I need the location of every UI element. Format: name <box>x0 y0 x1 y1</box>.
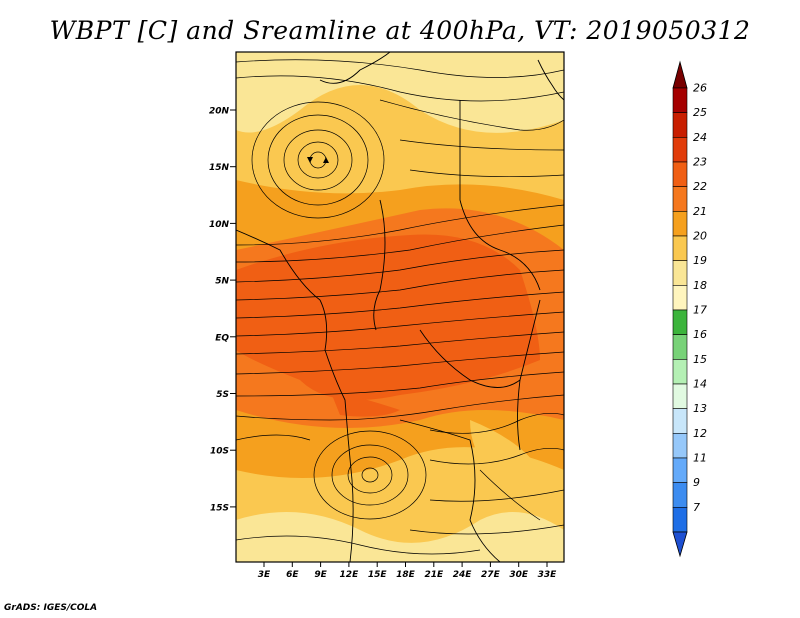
latitude-axis: 20N 15N 10N 5N EQ 5S 10S 15S <box>209 107 236 513</box>
colorbar-label: 9 <box>693 476 700 489</box>
colorbar-label: 23 <box>693 156 707 169</box>
colorbar-label: 17 <box>693 304 707 317</box>
lon-tick-label: 3E <box>258 570 271 580</box>
colorbar-label: 26 <box>693 82 707 95</box>
colorbar-swatch <box>672 186 688 212</box>
lon-tick-label: 33E <box>538 570 558 580</box>
chart-title: WBPT [C] and Sreamline at 400hPa, VT: 20… <box>49 16 751 45</box>
lon-tick-label: 30E <box>509 570 529 580</box>
colorbar-label: 25 <box>693 106 707 119</box>
colorbar-swatch <box>672 137 688 163</box>
colorbar-swatch <box>672 235 688 261</box>
lon-tick-label: 12E <box>340 570 360 580</box>
lon-tick-label: 21E <box>424 570 444 580</box>
colorbar-swatch <box>672 87 688 113</box>
colorbar-swatch <box>672 161 688 187</box>
colorbar-swatch <box>672 482 688 508</box>
lon-tick-label: 9E <box>314 570 327 580</box>
colorbar-swatch <box>672 433 688 459</box>
colorbar-swatch <box>672 383 688 409</box>
lat-tick-label: 15S <box>210 503 229 513</box>
colorbar-swatch <box>672 285 688 311</box>
colorbar-swatch <box>672 260 688 286</box>
colorbar-label: 20 <box>693 230 707 243</box>
colorbar-swatch <box>672 507 688 533</box>
colorbar-bottom-arrow <box>672 531 688 558</box>
lat-tick-label: 5N <box>215 277 229 287</box>
colorbar-label: 22 <box>693 180 707 193</box>
colorbar-swatch <box>672 359 688 385</box>
lon-tick-label: 6E <box>286 570 299 580</box>
colorbar-swatch <box>672 457 688 483</box>
colorbar-label: 14 <box>693 378 707 391</box>
wbpt-field <box>236 52 564 562</box>
colorbar-label: 18 <box>693 279 707 292</box>
longitude-axis: 3E 6E 9E 12E 15E 18E 21E 24E 27E 30E 33E <box>258 562 557 580</box>
colorbar-swatch <box>672 112 688 138</box>
lon-tick-label: 15E <box>368 570 388 580</box>
lon-tick-label: 27E <box>481 570 501 580</box>
lat-tick-label: 20N <box>209 107 230 117</box>
lat-tick-label: 10N <box>209 220 230 230</box>
lat-tick-label: EQ <box>215 333 229 343</box>
colorbar-label: 19 <box>693 254 707 267</box>
lat-tick-label: 15N <box>209 163 230 173</box>
lat-tick-label: 5S <box>216 390 229 400</box>
map-frame <box>235 51 565 563</box>
colorbar-label: 11 <box>693 452 707 465</box>
lat-tick-label: 10S <box>210 447 229 457</box>
colorbar-label: 15 <box>693 353 707 366</box>
colorbar-label: 16 <box>693 328 707 341</box>
lon-tick-label: 24E <box>453 570 473 580</box>
colorbar-swatch <box>672 211 688 237</box>
colorbar-swatch <box>672 309 688 335</box>
colorbar-label: 12 <box>693 427 707 440</box>
colorbar-top-arrow <box>672 60 688 89</box>
grads-credit: GrADS: IGES/COLA <box>4 603 98 613</box>
colorbar-swatch <box>672 408 688 434</box>
colorbar-label: 7 <box>693 501 700 514</box>
colorbar-label: 13 <box>693 402 707 415</box>
colorbar-swatch <box>672 334 688 360</box>
colorbar-label: 21 <box>693 205 707 218</box>
country-borders <box>236 52 564 562</box>
colorbar-label: 24 <box>693 131 707 144</box>
colorbar: 26 25 24 23 22 21 20 19 18 17 16 15 14 13 12 11 9 7 <box>672 60 707 558</box>
lon-tick-label: 18E <box>396 570 416 580</box>
